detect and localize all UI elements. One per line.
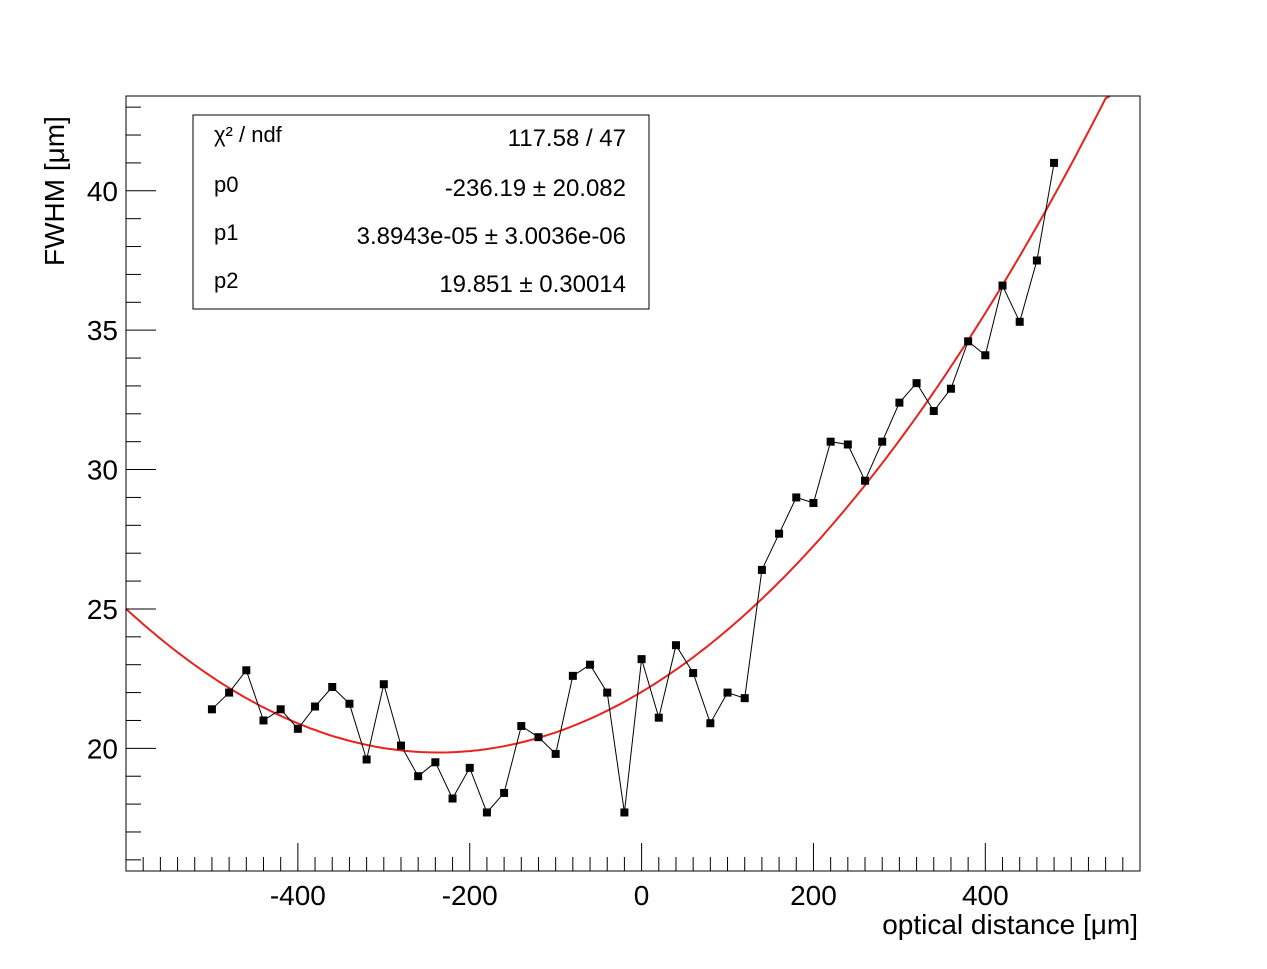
fit-stat-label: p2 bbox=[214, 268, 238, 293]
data-point bbox=[706, 719, 715, 728]
data-point bbox=[568, 671, 577, 680]
x-tick-label: 400 bbox=[962, 880, 1009, 911]
data-point bbox=[293, 724, 302, 733]
data-point bbox=[1050, 158, 1059, 167]
data-point bbox=[912, 379, 921, 388]
x-tick-label: 0 bbox=[634, 880, 650, 911]
data-point bbox=[723, 688, 732, 697]
data-point bbox=[534, 733, 543, 742]
data-point bbox=[448, 794, 457, 803]
data-point bbox=[757, 565, 766, 574]
data-points-layer bbox=[207, 158, 1059, 817]
data-point bbox=[620, 808, 629, 817]
data-point bbox=[740, 694, 749, 703]
fit-stats-box: χ² / ndf 117.58 / 47 p0 -236.19 ± 20.082 p1 3… bbox=[192, 114, 650, 310]
fit-stat-label: p1 bbox=[214, 220, 238, 245]
data-point bbox=[929, 407, 938, 416]
data-point bbox=[362, 755, 371, 764]
data-point bbox=[500, 788, 509, 797]
x-axis-label: optical distance [μm] bbox=[882, 909, 1138, 940]
data-point bbox=[242, 666, 251, 675]
x-tick-label: -400 bbox=[270, 880, 326, 911]
data-point bbox=[654, 713, 663, 722]
y-axis-label: FWHM [μm] bbox=[39, 116, 70, 266]
data-point bbox=[946, 384, 955, 393]
x-tick-label: 200 bbox=[790, 880, 837, 911]
data-point bbox=[586, 660, 595, 669]
data-point bbox=[517, 722, 526, 731]
y-axis: 20 25 30 35 40 bbox=[87, 106, 156, 861]
data-point bbox=[225, 688, 234, 697]
data-point bbox=[809, 499, 818, 508]
data-point bbox=[826, 437, 835, 446]
data-point bbox=[276, 705, 285, 714]
data-point bbox=[775, 529, 784, 538]
data-point bbox=[861, 476, 870, 485]
fit-stat-value: 19.851 ± 0.30014 bbox=[439, 271, 626, 298]
data-point bbox=[379, 680, 388, 689]
data-point bbox=[551, 749, 560, 758]
data-point bbox=[878, 437, 887, 446]
data-point bbox=[603, 688, 612, 697]
data-point bbox=[637, 655, 646, 664]
y-tick-label: 20 bbox=[87, 733, 118, 764]
fit-stat-label: p0 bbox=[214, 172, 238, 197]
plot-frame bbox=[125, 95, 1141, 872]
data-point bbox=[414, 772, 423, 781]
data-point bbox=[345, 699, 354, 708]
x-axis: -400 -200 0 200 400 bbox=[142, 843, 1124, 911]
data-point bbox=[1015, 317, 1024, 326]
data-point bbox=[1032, 256, 1041, 265]
data-point bbox=[396, 741, 405, 750]
data-point bbox=[998, 281, 1007, 290]
fit-stat-label: χ² / ndf bbox=[214, 122, 283, 147]
data-point bbox=[465, 763, 474, 772]
data-point bbox=[259, 716, 268, 725]
y-tick-label: 30 bbox=[87, 455, 118, 486]
data-point bbox=[689, 669, 698, 678]
data-point bbox=[895, 398, 904, 407]
data-point bbox=[981, 351, 990, 360]
fit-stat-value: -236.19 ± 20.082 bbox=[445, 175, 626, 202]
data-point bbox=[482, 808, 491, 817]
fit-stat-value: 3.8943e-05 ± 3.0036e-06 bbox=[357, 223, 626, 250]
data-point bbox=[311, 702, 320, 711]
y-tick-label: 25 bbox=[87, 594, 118, 625]
data-point bbox=[964, 337, 973, 346]
data-point bbox=[207, 705, 216, 714]
fit-stat-value: 117.58 / 47 bbox=[508, 125, 626, 152]
data-point bbox=[431, 758, 440, 767]
x-tick-label: -200 bbox=[442, 880, 498, 911]
data-point bbox=[671, 641, 680, 650]
y-tick-label: 40 bbox=[87, 176, 118, 207]
data-point bbox=[843, 440, 852, 449]
data-point bbox=[792, 493, 801, 502]
data-point bbox=[328, 683, 337, 692]
y-tick-label: 35 bbox=[87, 315, 118, 346]
